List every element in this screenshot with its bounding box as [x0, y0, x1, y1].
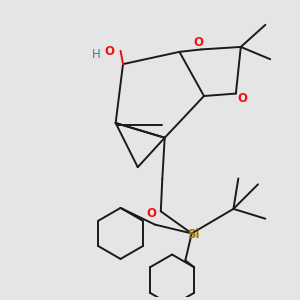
Text: O: O: [146, 207, 156, 220]
Text: H: H: [92, 48, 100, 61]
Text: O: O: [193, 35, 203, 49]
Text: O: O: [237, 92, 247, 105]
Text: Si: Si: [187, 228, 200, 241]
Text: O: O: [105, 45, 115, 58]
